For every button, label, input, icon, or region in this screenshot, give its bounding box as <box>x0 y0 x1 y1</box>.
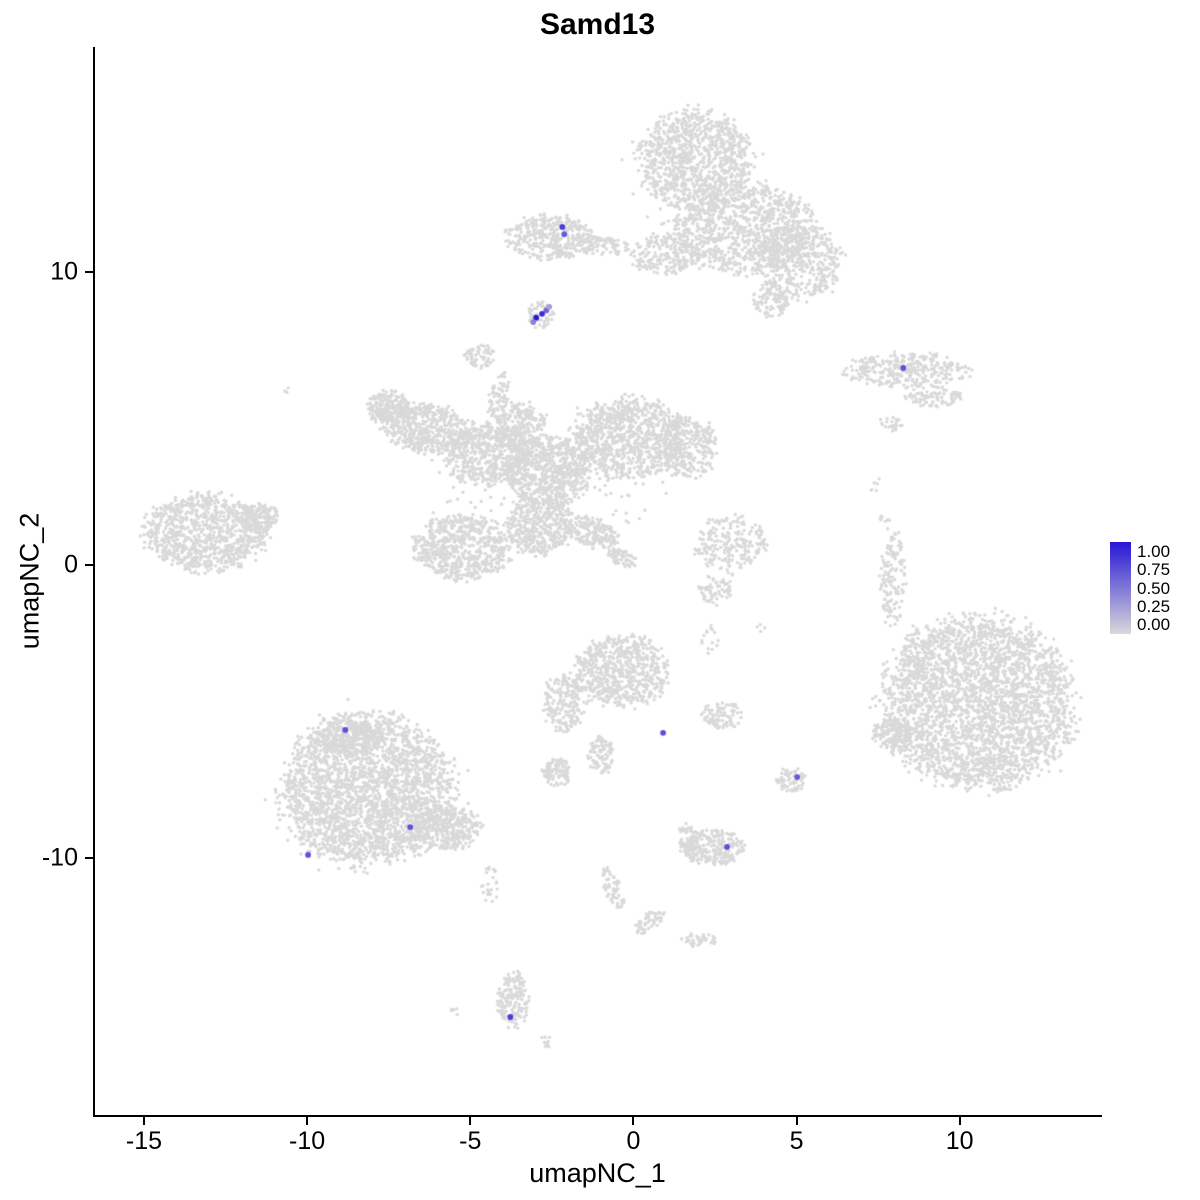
y-axis-tick-label: -10 <box>41 843 78 871</box>
expression-color-legend: 1.00 0.75 0.50 0.25 0.00 <box>1110 542 1170 634</box>
x-axis-line <box>93 1115 1102 1117</box>
x-axis-tick-mark <box>632 1117 635 1125</box>
legend-gradient-bar <box>1110 542 1131 634</box>
x-axis-tick-label: -5 <box>459 1127 482 1155</box>
x-axis-tick-label: 5 <box>789 1127 804 1155</box>
x-axis-tick-mark <box>958 1117 961 1125</box>
y-axis-tick-label: 0 <box>64 550 78 579</box>
x-axis-tick-mark <box>795 1117 798 1125</box>
x-axis-tick-mark <box>306 1117 309 1125</box>
plot-title: Samd13 <box>539 8 656 41</box>
legend-label: 0.25 <box>1137 596 1171 616</box>
legend-label-max: 1.00 <box>1137 542 1171 561</box>
legend-label: 0.50 <box>1137 578 1171 598</box>
x-axis-tick-mark <box>469 1117 472 1125</box>
scatter-points-canvas <box>95 47 1100 1115</box>
y-axis-tick-label: 10 <box>50 257 78 286</box>
x-axis-label: umapNC_1 <box>529 1158 666 1188</box>
legend-labels: 1.00 0.75 0.50 0.25 0.00 <box>1137 542 1170 634</box>
x-axis-tick-label: -15 <box>125 1127 163 1155</box>
x-axis-tick-label: 0 <box>626 1127 641 1155</box>
legend-label: 0.75 <box>1137 560 1171 580</box>
x-axis-tick-label: -10 <box>289 1127 326 1155</box>
y-axis-tick-mark <box>85 856 93 859</box>
y-axis-tick-mark <box>85 271 93 274</box>
x-axis-tick-label: 10 <box>945 1127 974 1155</box>
legend-label-min: 0.00 <box>1137 615 1171 634</box>
y-axis-tick-mark <box>85 563 93 566</box>
y-axis-line <box>93 47 95 1117</box>
x-axis-tick-mark <box>142 1117 145 1125</box>
y-axis-label: umapNC_2 <box>14 512 45 650</box>
